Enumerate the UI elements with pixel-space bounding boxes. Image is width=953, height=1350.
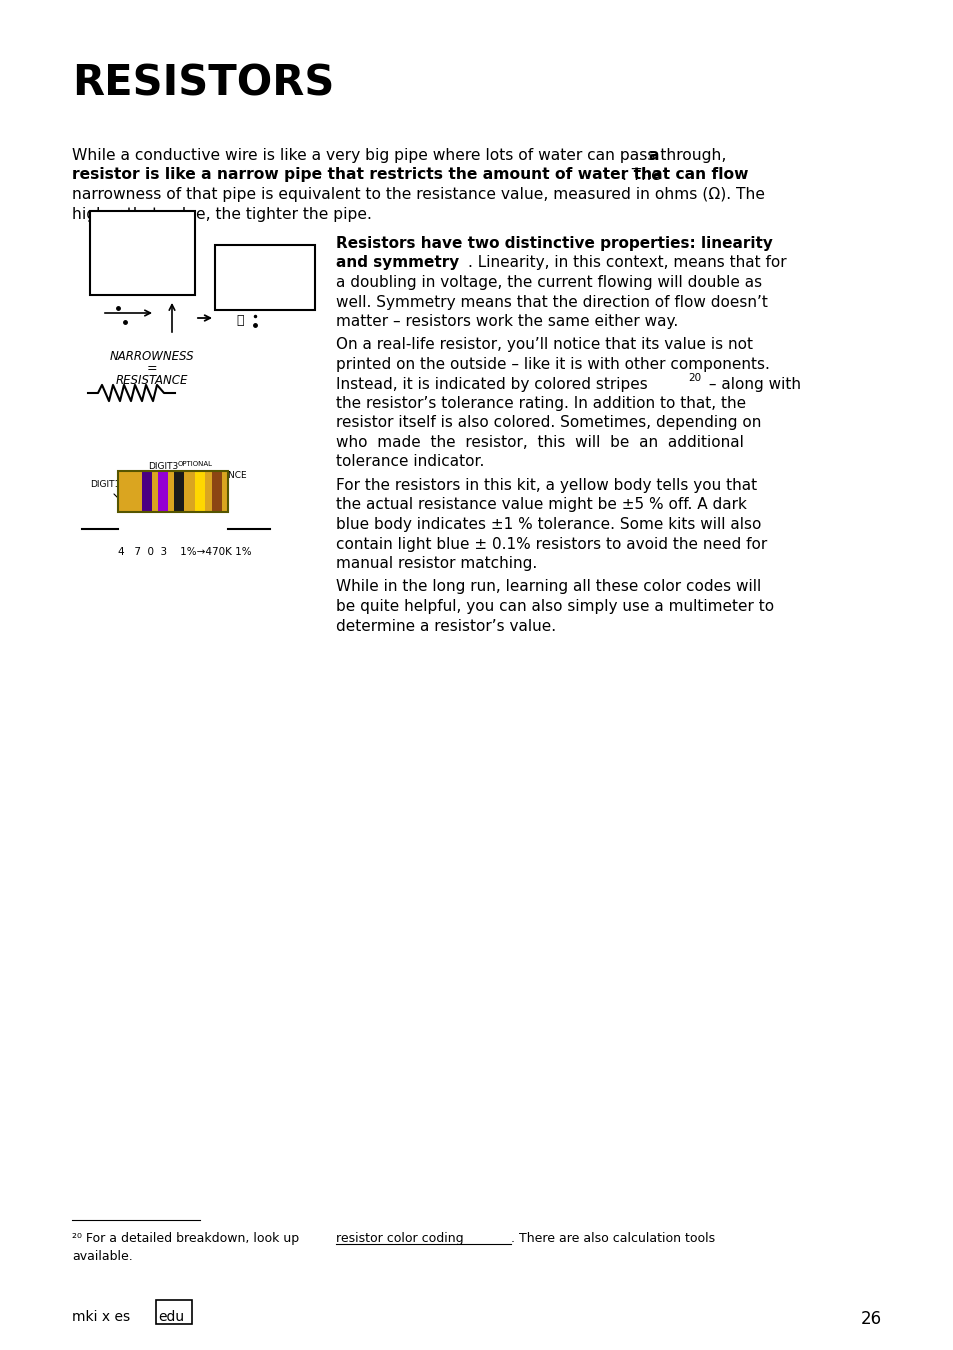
Text: be quite helpful, you can also simply use a multimeter to: be quite helpful, you can also simply us…: [335, 599, 773, 614]
Text: narrowness of that pipe is equivalent to the resistance value, measured in ohms : narrowness of that pipe is equivalent to…: [71, 188, 764, 202]
Text: printed on the outside – like it is with other components.: printed on the outside – like it is with…: [335, 356, 769, 373]
Text: DIGIT1: DIGIT1: [90, 481, 120, 489]
Text: manual resistor matching.: manual resistor matching.: [335, 556, 537, 571]
Text: who  made  the  resistor,  this  will  be  an  additional: who made the resistor, this will be an a…: [335, 435, 743, 450]
Text: higher that value, the tighter the pipe.: higher that value, the tighter the pipe.: [71, 207, 372, 221]
Bar: [142, 471, 152, 512]
Text: the resistor’s tolerance rating. In addition to that, the: the resistor’s tolerance rating. In addi…: [335, 396, 745, 410]
Text: . Linearity, in this context, means that for: . Linearity, in this context, means that…: [468, 255, 786, 270]
Text: mki x es: mki x es: [71, 1310, 130, 1324]
Bar: [90, 212, 194, 296]
Text: On a real-life resistor, you’ll notice that its value is not: On a real-life resistor, you’ll notice t…: [335, 338, 752, 352]
Text: contain light blue ± 0.1% resistors to avoid the need for: contain light blue ± 0.1% resistors to a…: [335, 536, 766, 552]
Text: NARROWNESS: NARROWNESS: [110, 350, 194, 363]
Text: tolerance indicator.: tolerance indicator.: [335, 455, 484, 470]
Text: edu: edu: [158, 1310, 184, 1324]
Text: ZEROS: ZEROS: [164, 477, 194, 486]
Text: and symmetry: and symmetry: [335, 255, 458, 270]
Text: DIGIT2: DIGIT2: [128, 471, 158, 481]
Bar: [126, 471, 136, 512]
Text: . There are also calculation tools: . There are also calculation tools: [511, 1233, 715, 1245]
Text: TOLERANCE: TOLERANCE: [193, 471, 247, 481]
Text: resistor color coding: resistor color coding: [335, 1233, 463, 1245]
Text: resistor is like a narrow pipe that restricts the amount of water that can flow: resistor is like a narrow pipe that rest…: [71, 167, 748, 182]
Text: Resistors have two distinctive properties: linearity: Resistors have two distinctive propertie…: [335, 236, 772, 251]
Text: a: a: [647, 148, 658, 163]
Text: 26: 26: [860, 1310, 882, 1328]
Text: RESISTANCE: RESISTANCE: [115, 374, 188, 387]
Bar: [173, 471, 184, 512]
Text: =: =: [147, 362, 157, 375]
Bar: [212, 471, 222, 512]
Text: While a conductive wire is like a very big pipe where lots of water can pass thr: While a conductive wire is like a very b…: [71, 148, 731, 163]
Text: matter – resistors work the same either way.: matter – resistors work the same either …: [335, 315, 678, 329]
Text: 4   7  0  3    1%→470K 1%: 4 7 0 3 1%→470K 1%: [118, 547, 252, 558]
Bar: [118, 471, 228, 512]
Text: determine a resistor’s value.: determine a resistor’s value.: [335, 618, 556, 633]
Bar: [194, 471, 205, 512]
Text: blue body indicates ±1 % tolerance. Some kits will also: blue body indicates ±1 % tolerance. Some…: [335, 517, 760, 532]
Bar: [214, 246, 314, 310]
Text: a doubling in voltage, the current flowing will double as: a doubling in voltage, the current flowi…: [335, 275, 761, 290]
Text: While in the long run, learning all these color codes will: While in the long run, learning all thes…: [335, 579, 760, 594]
Text: available.: available.: [71, 1250, 132, 1264]
Text: OPTIONAL: OPTIONAL: [178, 460, 213, 467]
Bar: [158, 471, 168, 512]
Text: Instead, it is indicated by colored stripes: Instead, it is indicated by colored stri…: [335, 377, 647, 392]
Text: 20: 20: [687, 374, 700, 383]
Text: RESISTORS: RESISTORS: [71, 62, 334, 104]
Text: DIGIT3: DIGIT3: [148, 462, 178, 471]
Text: For the resistors in this kit, a yellow body tells you that: For the resistors in this kit, a yellow …: [335, 478, 757, 493]
Bar: [118, 471, 228, 512]
Text: resistor itself is also colored. Sometimes, depending on: resistor itself is also colored. Sometim…: [335, 416, 760, 431]
Text: well. Symmetry means that the direction of flow doesn’t: well. Symmetry means that the direction …: [335, 294, 767, 309]
Text: . The: . The: [621, 167, 660, 182]
Text: – along with: – along with: [703, 377, 801, 392]
Text: the actual resistance value might be ±5 % off. A dark: the actual resistance value might be ±5 …: [335, 498, 746, 513]
Text: ⓞ: ⓞ: [236, 313, 244, 327]
Bar: [156, 1300, 192, 1324]
Text: ²⁰ For a detailed breakdown, look up: ²⁰ For a detailed breakdown, look up: [71, 1233, 303, 1245]
